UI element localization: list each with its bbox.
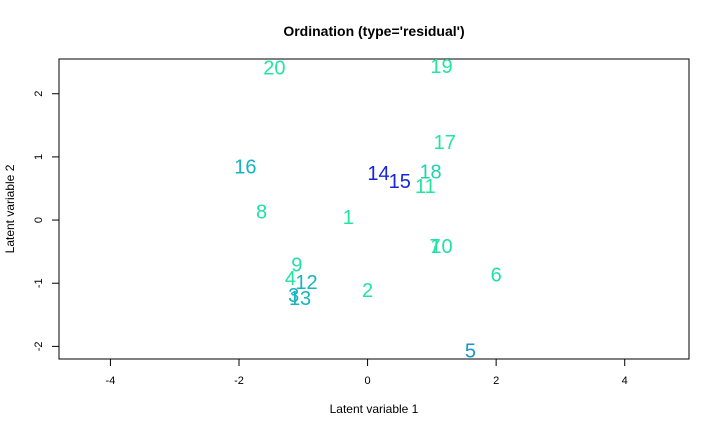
point-label-13: 13 — [289, 288, 311, 310]
point-label-18: 18 — [419, 162, 441, 184]
y-axis-label: Latent variable 2 — [3, 164, 17, 253]
y-tick-label: -1 — [33, 278, 45, 288]
y-tick-label: 2 — [33, 91, 45, 97]
point-label-12: 12 — [295, 272, 317, 294]
x-tick-label: -2 — [234, 375, 244, 387]
point-label-2: 2 — [362, 280, 373, 302]
chart-title: Ordination (type='residual') — [283, 23, 464, 39]
point-label-17: 17 — [434, 132, 456, 154]
point-label-19: 19 — [430, 56, 452, 78]
point-label-3: 3 — [288, 285, 299, 307]
point-label-5: 5 — [465, 340, 476, 362]
point-label-9: 9 — [291, 255, 302, 277]
point-label-11: 11 — [415, 176, 436, 198]
y-tick-label: 0 — [33, 217, 45, 223]
x-tick-label: -4 — [106, 375, 116, 387]
plot-area-frame — [58, 58, 690, 360]
point-label-14: 14 — [367, 163, 389, 185]
y-tick-label: 1 — [33, 154, 45, 160]
x-axis-label: Latent variable 1 — [330, 402, 419, 416]
point-label-16: 16 — [234, 157, 256, 179]
y-axis: -2 -1 0 1 2 — [33, 91, 60, 351]
x-tick-label: 0 — [365, 375, 371, 387]
point-label-8: 8 — [256, 201, 267, 223]
y-tick-label: -2 — [33, 341, 45, 351]
x-axis: -4 -2 0 2 4 — [106, 358, 628, 387]
x-tick-label: 4 — [622, 375, 628, 387]
point-label-10: 10 — [430, 236, 452, 258]
point-label-4: 4 — [285, 268, 296, 290]
point-label-15: 15 — [389, 171, 411, 193]
point-label-7: 7 — [430, 236, 441, 258]
point-label-20: 20 — [263, 57, 285, 79]
point-label-6: 6 — [491, 265, 502, 287]
point-label-1: 1 — [343, 207, 354, 229]
x-tick-label: 2 — [493, 375, 499, 387]
